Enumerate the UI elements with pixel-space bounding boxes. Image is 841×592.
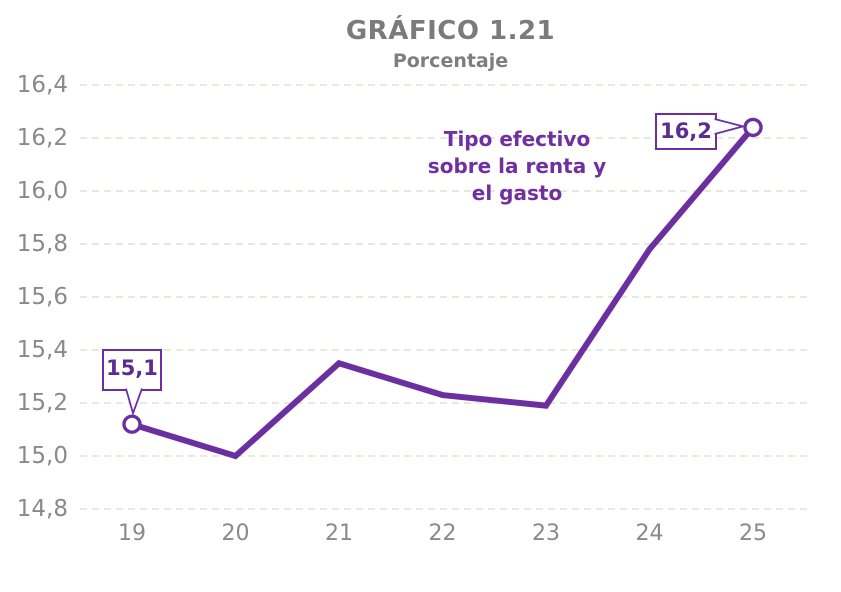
- x-axis-tick-label: 19: [118, 521, 146, 546]
- data-point-marker-first: [122, 414, 142, 434]
- series-annotation: Tipo efectivo sobre la renta y el gasto: [402, 126, 632, 207]
- x-axis-tick-label: 24: [635, 521, 664, 546]
- y-axis-tick-label: 15,8: [16, 231, 68, 257]
- series-annotation-line: el gasto: [471, 181, 563, 205]
- y-axis-tick-label: 15,6: [16, 284, 68, 310]
- data-label-callout-box: [655, 113, 717, 150]
- data-label-callout-pointer: [125, 388, 143, 417]
- chart-subtitle: Porcentaje: [392, 50, 509, 72]
- x-axis-tick-label: 20: [221, 521, 250, 546]
- data-point-marker-last: [743, 117, 763, 138]
- y-axis-tick-label: 15,4: [16, 337, 68, 363]
- data-label-callout-pointer: [714, 118, 747, 135]
- y-axis-tick-label: 15,2: [16, 390, 68, 416]
- series-annotation-line: Tipo efectivo: [443, 127, 591, 151]
- y-axis-tick-label: 14,8: [16, 496, 68, 522]
- data-label-callout-box: [102, 349, 162, 391]
- x-axis-tick-label: 25: [739, 521, 767, 546]
- y-axis-tick-label: 15,0: [16, 443, 68, 469]
- chart-title: GRÁFICO 1.21: [345, 16, 556, 46]
- x-axis-tick-label: 23: [532, 521, 560, 546]
- y-axis-tick-label: 16,4: [16, 72, 68, 98]
- x-axis-tick-label: 21: [325, 521, 353, 546]
- series-annotation-line: sobre la renta y: [427, 154, 607, 178]
- y-axis-tick-label: 16,2: [16, 125, 68, 151]
- y-axis-tick-label: 16,0: [16, 178, 68, 204]
- x-axis-tick-label: 22: [428, 521, 457, 546]
- series-line: [129, 124, 756, 460]
